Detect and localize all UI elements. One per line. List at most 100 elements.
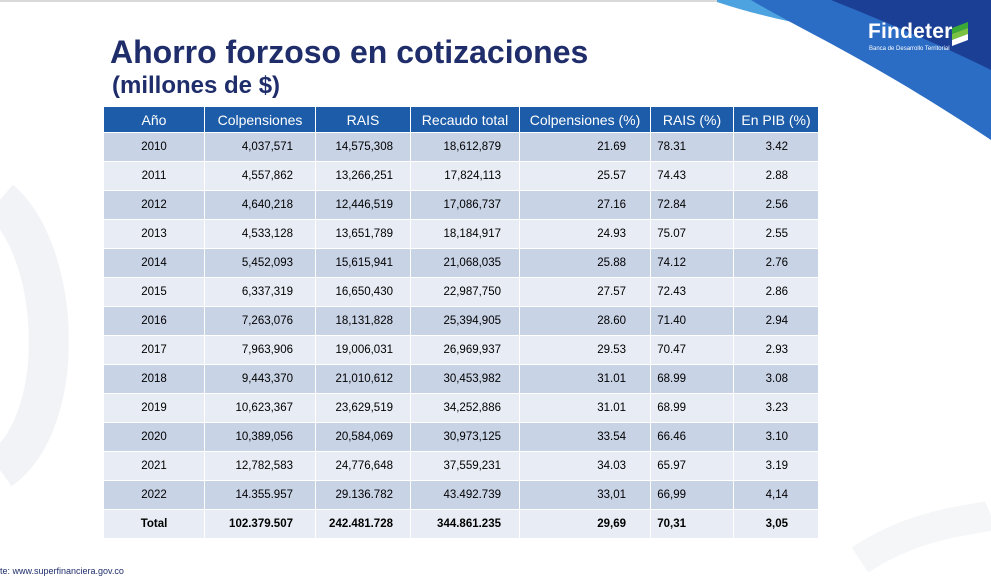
cell-value: 2.76 (734, 248, 819, 277)
cell-value: 30,973,125 (411, 422, 520, 451)
cell-value: 16,650,430 (316, 277, 411, 306)
cell-value: 10,389,056 (205, 422, 316, 451)
cell-value: 2.56 (734, 190, 819, 219)
cell-value: 2.55 (734, 219, 819, 248)
table-row: 2015 6,337,319 16,650,430 22,987,750 27.57 72… (104, 277, 819, 306)
cell-value: 14.355.957 (205, 480, 316, 509)
cell-value: 7,263,076 (205, 306, 316, 335)
cell-value: 21,068,035 (411, 248, 520, 277)
cell-value: 18,612,879 (411, 132, 520, 161)
cell-year: Total (104, 509, 205, 538)
cell-value: 25.88 (520, 248, 651, 277)
cell-value: 5,452,093 (205, 248, 316, 277)
source-note: te: www.superfinanciera.gov.co (0, 566, 124, 576)
cell-year: 2017 (104, 335, 205, 364)
cell-year: 2020 (104, 422, 205, 451)
cell-value: 2.94 (734, 306, 819, 335)
header-rais: RAIS (316, 107, 411, 132)
cell-value: 31.01 (520, 393, 651, 422)
cell-value: 2.88 (734, 161, 819, 190)
cell-value: 74.43 (651, 161, 734, 190)
cell-value: 4,640,218 (205, 190, 316, 219)
findeter-tagline: Banca de Desarrollo Territorial (869, 46, 950, 52)
cell-value: 30,453,982 (411, 364, 520, 393)
page-subtitle: (millones de $) (112, 72, 281, 99)
cell-value: 18,131,828 (316, 306, 411, 335)
cell-year: 2022 (104, 480, 205, 509)
cell-value: 34.03 (520, 451, 651, 480)
cell-value: 68.99 (651, 393, 734, 422)
cell-value: 3.10 (734, 422, 819, 451)
cell-value: 9,443,370 (205, 364, 316, 393)
table-row: 2020 10,389,056 20,584,069 30,973,125 33.54 6… (104, 422, 819, 451)
cell-value: 70.47 (651, 335, 734, 364)
cell-value: 25.57 (520, 161, 651, 190)
cell-value: 66.46 (651, 422, 734, 451)
cell-value: 4,557,862 (205, 161, 316, 190)
cell-value: 20,584,069 (316, 422, 411, 451)
cell-value: 65.97 (651, 451, 734, 480)
cell-value: 71.40 (651, 306, 734, 335)
cell-value: 22,987,750 (411, 277, 520, 306)
cell-value: 75.07 (651, 219, 734, 248)
cell-year: 2011 (104, 161, 205, 190)
cell-value: 21,010,612 (316, 364, 411, 393)
top-divider (0, 0, 991, 2)
cell-value: 29,69 (520, 509, 651, 538)
table-header-row: Año Colpensiones RAIS Recaudo total Colp… (104, 107, 819, 132)
cell-value: 28.60 (520, 306, 651, 335)
cell-value: 26,969,937 (411, 335, 520, 364)
cell-value: 27.57 (520, 277, 651, 306)
header-rais-pct: RAIS (%) (651, 107, 734, 132)
cell-value: 10,623,367 (205, 393, 316, 422)
cell-value: 66,99 (651, 480, 734, 509)
header-pib-pct: En PIB (%) (734, 107, 819, 132)
cell-value: 3.42 (734, 132, 819, 161)
cell-value: 33.54 (520, 422, 651, 451)
cell-value: 2.86 (734, 277, 819, 306)
cell-value: 3.08 (734, 364, 819, 393)
table-row: 2022 14.355.957 29.136.782 43.492.739 33,01 6… (104, 480, 819, 509)
cell-value: 13,651,789 (316, 219, 411, 248)
cell-year: 2018 (104, 364, 205, 393)
cell-value: 21.69 (520, 132, 651, 161)
cell-value: 27.16 (520, 190, 651, 219)
cell-value: 4,037,571 (205, 132, 316, 161)
cell-value: 31.01 (520, 364, 651, 393)
cell-year: 2016 (104, 306, 205, 335)
cell-value: 3,05 (734, 509, 819, 538)
findeter-mark-icon (952, 22, 968, 46)
cell-value: 70,31 (651, 509, 734, 538)
cell-value: 344.861.235 (411, 509, 520, 538)
cell-year: 2010 (104, 132, 205, 161)
table-row: 2021 12,782,583 24,776,648 37,559,231 34.03 6… (104, 451, 819, 480)
cell-value: 78.31 (651, 132, 734, 161)
table-row: 2010 4,037,571 14,575,308 18,612,879 21.69 78… (104, 132, 819, 161)
cell-value: 2.93 (734, 335, 819, 364)
cell-value: 102.379.507 (205, 509, 316, 538)
cell-value: 18,184,917 (411, 219, 520, 248)
cell-value: 43.492.739 (411, 480, 520, 509)
cell-value: 4,14 (734, 480, 819, 509)
cell-year: 2012 (104, 190, 205, 219)
table-row: 2013 4,533,128 13,651,789 18,184,917 24.93 75… (104, 219, 819, 248)
cell-value: 72.84 (651, 190, 734, 219)
cell-value: 7,963,906 (205, 335, 316, 364)
cell-year: 2014 (104, 248, 205, 277)
findeter-logo-text: Findeter (868, 20, 953, 43)
cell-year: 2019 (104, 393, 205, 422)
cell-value: 13,266,251 (316, 161, 411, 190)
table-row: 2011 4,557,862 13,266,251 17,824,113 25.57 74… (104, 161, 819, 190)
cell-value: 25,394,905 (411, 306, 520, 335)
table-row: 2018 9,443,370 21,010,612 30,453,982 31.01 68… (104, 364, 819, 393)
savings-table: Año Colpensiones RAIS Recaudo total Colp… (104, 107, 819, 538)
table-total-row: Total 102.379.507 242.481.728 344.861.235 29… (104, 509, 819, 538)
cell-value: 74.12 (651, 248, 734, 277)
cell-value: 12,446,519 (316, 190, 411, 219)
cell-value: 3.23 (734, 393, 819, 422)
cell-year: 2015 (104, 277, 205, 306)
cell-value: 29.53 (520, 335, 651, 364)
cell-value: 33,01 (520, 480, 651, 509)
cell-value: 242.481.728 (316, 509, 411, 538)
